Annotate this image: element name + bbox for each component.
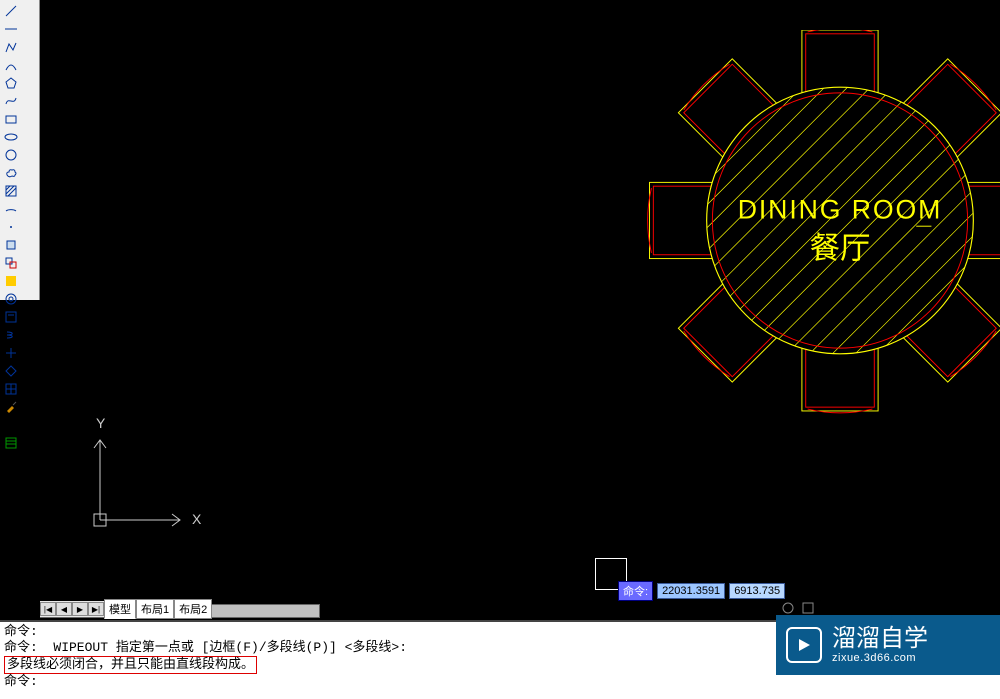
circle-icon[interactable] [2, 146, 20, 164]
pline-icon[interactable] [2, 38, 20, 56]
helix-icon[interactable] [2, 326, 20, 344]
blank-icon [2, 416, 20, 434]
dynamic-input: 命令: 22031.3591 6913.735 [618, 583, 785, 599]
svg-text:餐厅: 餐厅 [810, 232, 871, 266]
snap-icons [780, 600, 816, 616]
dyn-y: 6913.735 [729, 583, 785, 599]
table-icon[interactable] [2, 380, 20, 398]
ucs-y-label: Y [96, 415, 106, 431]
gradient-icon[interactable] [2, 272, 20, 290]
tab-nav-prev[interactable]: ◀ [56, 602, 72, 616]
snap-icon-1 [780, 600, 796, 616]
dyn-label: 命令: [618, 581, 653, 601]
spreadsheet-icon[interactable] [2, 434, 20, 452]
rect-icon[interactable] [2, 110, 20, 128]
paint-icon[interactable] [2, 398, 20, 416]
tab-layout1[interactable]: 布局1 [136, 599, 174, 619]
polygon-icon[interactable] [2, 74, 20, 92]
hatch-icon[interactable] [2, 182, 20, 200]
svg-text:DINING ROOM: DINING ROOM [738, 195, 943, 225]
line-icon[interactable] [2, 2, 20, 20]
tab-nav-last[interactable]: ▶| [88, 602, 104, 616]
blank3-icon [2, 470, 20, 488]
point-icon[interactable] [2, 218, 20, 236]
insert-icon[interactable] [2, 254, 20, 272]
snap-icon-2 [800, 600, 816, 616]
draw-toolbar: A [0, 0, 40, 300]
play-icon [786, 627, 822, 663]
wipeout-icon[interactable] [2, 362, 20, 380]
text-tool-icon[interactable]: A [2, 506, 37, 524]
tab-nav-first[interactable]: |◀ [40, 602, 56, 616]
block-icon[interactable] [2, 236, 20, 254]
tab-layout2[interactable]: 布局2 [174, 599, 212, 619]
spline-icon[interactable] [2, 92, 20, 110]
blank2-icon [2, 452, 20, 470]
tab-nav-next[interactable]: ▶ [72, 602, 88, 616]
dyn-x: 22031.3591 [657, 583, 725, 599]
watermark-sub: zixue.3d66.com [832, 652, 928, 664]
region-icon[interactable] [2, 290, 20, 308]
dining-room-block: DINING ROOM 餐厅 [630, 30, 1000, 430]
cmd-line-3: 命令: [4, 674, 996, 690]
ucs-x-label: X [192, 511, 202, 527]
layout-tabbar: |◀ ◀ ▶ ▶| 模型 布局1 布局2 [40, 601, 212, 617]
watermark-title: 溜溜自学 [832, 626, 928, 652]
ucs-icon: X Y [80, 400, 220, 540]
blank4-icon [2, 488, 20, 506]
ellipse-arc-icon[interactable] [2, 200, 20, 218]
ellipse-icon[interactable] [2, 128, 20, 146]
revcloud-icon[interactable] [2, 164, 20, 182]
model-viewport[interactable]: DINING ROOM 餐厅 X Y [40, 0, 1000, 620]
tab-model[interactable]: 模型 [104, 599, 136, 619]
construction-line-icon[interactable] [2, 20, 20, 38]
watermark: 溜溜自学 zixue.3d66.com [776, 615, 1000, 675]
mtext-icon[interactable] [2, 308, 20, 326]
move-icon[interactable] [2, 344, 20, 362]
arc-icon[interactable] [2, 56, 20, 74]
